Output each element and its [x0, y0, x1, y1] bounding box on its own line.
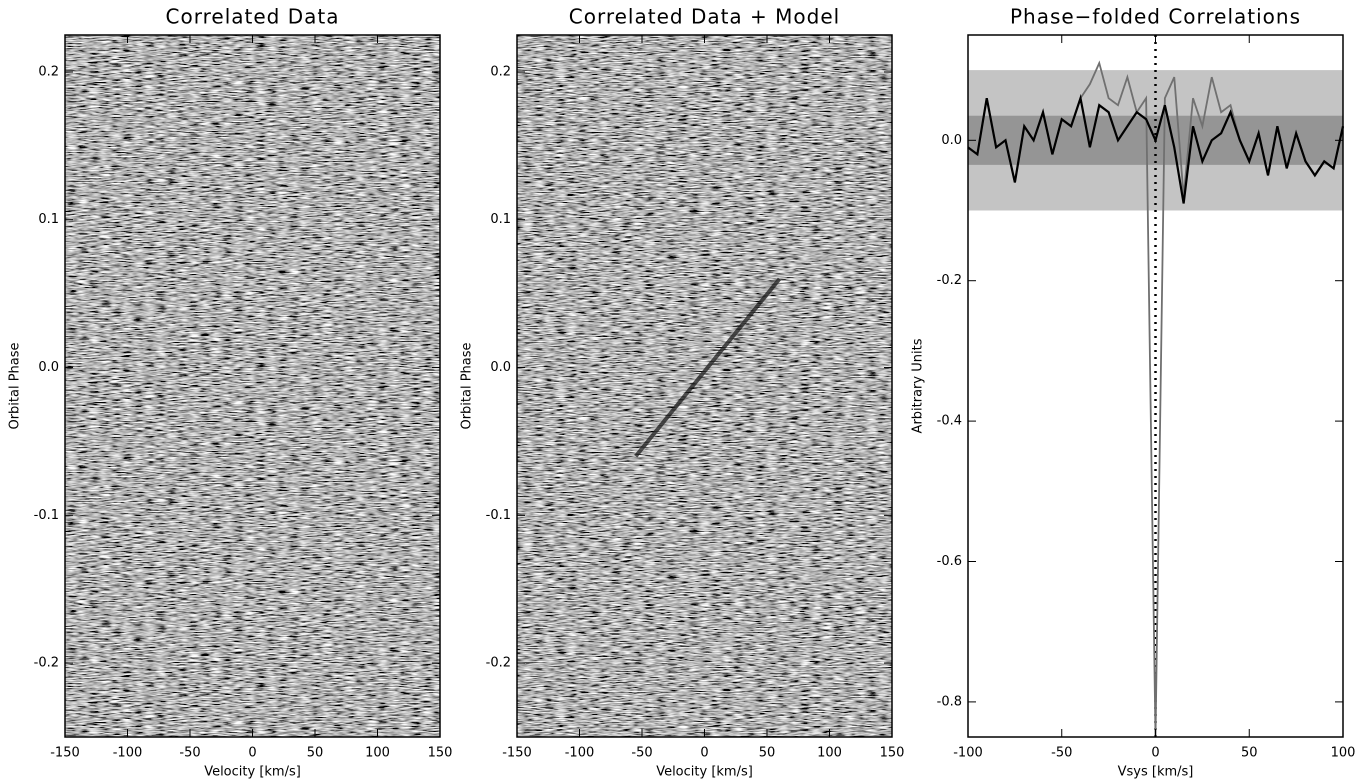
y-tick-label: 0.0: [490, 360, 511, 375]
y-tick-label: 0.2: [490, 64, 511, 79]
panel: -150 -100 -50 0 50 100 150 -0.2 -0.1 0.0 0.1 0.2 Cor…: [460, 5, 905, 780]
y-tick-label: 0.2: [38, 64, 59, 79]
x-tick-label: 150: [428, 746, 453, 761]
x-tick-label: -100: [953, 746, 983, 761]
x-axis-label: Vsys [km/s]: [1118, 765, 1194, 780]
x-axis-label: Velocity [km/s]: [656, 765, 753, 780]
y-tick-label: -0.8: [937, 694, 962, 709]
x-tick-label: 0: [248, 746, 256, 761]
x-tick-label: -150: [502, 746, 532, 761]
chart-title: Correlated Data: [166, 5, 340, 29]
x-tick-label: 50: [1241, 746, 1258, 761]
y-tick-label: 0.1: [38, 212, 59, 227]
correlation-image: [517, 35, 892, 737]
x-tick-label: -50: [631, 746, 652, 761]
panel: -100 -50 0 50 100 -0.8 -0.6 -0.4 -0.2 0.0 Phase−fo…: [911, 5, 1356, 780]
panel: -150 -100 -50 0 50 100 150 -0.2 -0.1 0.0 0.1 0.2 Cor…: [8, 5, 453, 780]
y-tick-label: 0.0: [941, 133, 962, 148]
y-tick-label: -0.2: [486, 656, 511, 671]
y-axis-label: Orbital Phase: [8, 342, 23, 429]
chart-title: Correlated Data + Model: [569, 5, 840, 29]
y-tick-label: -0.1: [34, 508, 59, 523]
x-tick-label: 50: [759, 746, 776, 761]
x-tick-label: 150: [880, 746, 905, 761]
chart-title: Phase−folded Correlations: [1010, 5, 1301, 29]
x-tick-label: 50: [307, 746, 324, 761]
y-axis-label: Orbital Phase: [460, 342, 475, 429]
model-trace: [634, 277, 782, 458]
y-tick-label: -0.1: [486, 508, 511, 523]
y-tick-label: 0.0: [38, 360, 59, 375]
y-axis-label: Arbitrary Units: [911, 338, 926, 433]
x-tick-label: 0: [1151, 746, 1159, 761]
x-tick-label: -100: [565, 746, 595, 761]
x-tick-label: -100: [113, 746, 143, 761]
x-tick-label: -150: [50, 746, 80, 761]
x-axis-label: Velocity [km/s]: [204, 765, 301, 780]
y-tick-label: 0.1: [490, 212, 511, 227]
x-tick-label: -50: [179, 746, 200, 761]
x-tick-label: 100: [1331, 746, 1356, 761]
y-tick-label: -0.2: [937, 273, 962, 288]
y-tick-label: -0.2: [34, 656, 59, 671]
x-tick-label: 100: [365, 746, 390, 761]
x-tick-label: -50: [1051, 746, 1072, 761]
x-tick-label: 100: [817, 746, 842, 761]
correlation-image: [65, 35, 440, 737]
x-tick-label: 0: [700, 746, 708, 761]
y-tick-label: -0.6: [937, 554, 962, 569]
y-tick-label: -0.4: [937, 414, 962, 429]
series-line: [967, 93, 1345, 204]
